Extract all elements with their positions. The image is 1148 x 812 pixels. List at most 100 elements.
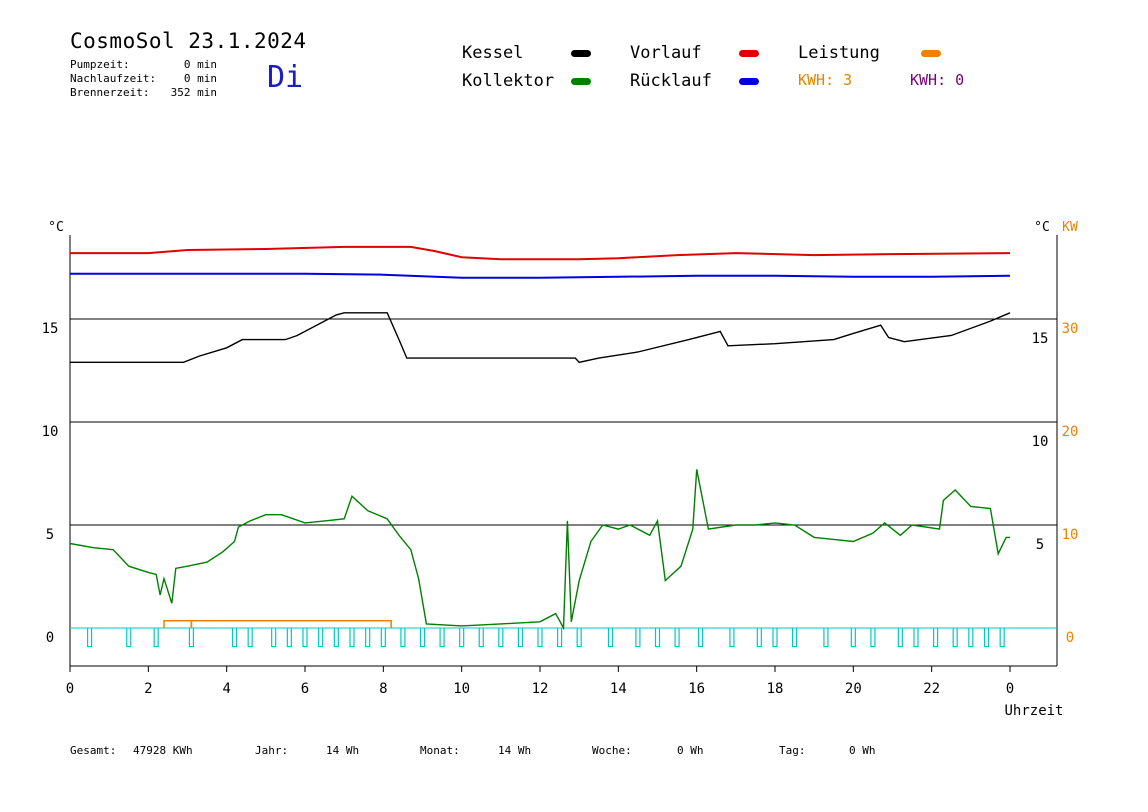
- legend-kollektor-label: Kollektor: [462, 71, 555, 91]
- pump-pulse: [729, 628, 735, 648]
- footer-monat-value: 14 Wh: [498, 744, 532, 757]
- pump-pulse: [983, 628, 990, 648]
- x-tick-label: 18: [767, 681, 784, 697]
- pump-pulse: [400, 628, 406, 648]
- pump-pulse: [439, 628, 445, 648]
- footer-woche-label: Woche:: [592, 744, 632, 757]
- pump-pulse: [380, 628, 386, 648]
- pump-pulse: [419, 628, 426, 648]
- page-title: CosmoSol 23.1.2024: [70, 29, 307, 53]
- x-tick-label: 4: [222, 681, 230, 697]
- pump-pulse: [302, 628, 308, 648]
- x-tick-label: 0: [66, 681, 74, 697]
- stat-pumpzeit-value: 0 min: [183, 58, 217, 71]
- pump-pulse: [870, 628, 876, 648]
- x-tick-label: 22: [923, 681, 940, 697]
- pump-pulse: [126, 628, 132, 648]
- y-mid-tick-label: 10: [1032, 434, 1049, 450]
- pump-pulse: [498, 628, 504, 648]
- pump-pulse: [231, 628, 238, 648]
- x-tick-label: 2: [144, 681, 152, 697]
- y-right-tick-label: 0: [1066, 630, 1074, 646]
- kwh-purple: KWH: 0: [910, 71, 965, 89]
- legend-kessel-label: Kessel: [462, 43, 524, 63]
- pump-pulse: [318, 628, 324, 648]
- x-tick-label: 20: [845, 681, 862, 697]
- x-axis-title: Uhrzeit: [1004, 703, 1063, 719]
- footer-monat-label: Monat:: [420, 744, 460, 757]
- pump-pulse: [952, 628, 958, 648]
- pump-pulse: [635, 628, 641, 648]
- legend-ruecklauf-label: Rücklauf: [630, 71, 712, 91]
- pump-pulse: [537, 628, 543, 648]
- pump-pulse: [850, 628, 856, 648]
- pump-pulse: [772, 628, 778, 648]
- footer-gesamt-label: Gesamt:: [70, 744, 117, 757]
- pump-pulse: [823, 628, 829, 648]
- pump-pulse: [791, 628, 798, 648]
- pump-pulse: [607, 628, 614, 648]
- pump-pulse: [478, 628, 484, 648]
- y-right-unit: KW: [1062, 220, 1078, 235]
- pump-pulse: [756, 628, 762, 648]
- x-tick-label: 16: [688, 681, 705, 697]
- y-mid-unit: °C: [1034, 220, 1050, 235]
- kwh-orange: KWH: 3: [798, 71, 853, 89]
- pump-pulse: [654, 628, 661, 648]
- stat-nachlaufzeit-value: 0 min: [183, 72, 217, 85]
- x-tick-label: 10: [453, 681, 470, 697]
- pump-pulse: [188, 628, 195, 648]
- y-right-tick-label: 10: [1062, 527, 1079, 543]
- pump-pulse: [968, 628, 974, 648]
- pump-pulse: [86, 628, 93, 648]
- stat-brennerzeit-value: 352 min: [170, 86, 217, 99]
- pump-pulse: [365, 628, 371, 648]
- series-kollektor: [69, 469, 1010, 631]
- pump-pulse: [153, 628, 159, 648]
- y-mid-tick-label: 15: [1032, 331, 1049, 347]
- pump-pulse: [556, 628, 563, 648]
- y-mid-tick-label: 5: [1036, 537, 1044, 553]
- legend-kessel-swatch: [571, 50, 591, 57]
- series-rücklauf: [70, 272, 1011, 279]
- pump-pulse: [333, 628, 339, 648]
- footer-woche-value: 0 Wh: [677, 744, 704, 757]
- footer-tag-value: 0 Wh: [849, 744, 876, 757]
- series-vorlauf: [70, 245, 1011, 261]
- y-left-unit: °C: [48, 220, 64, 235]
- legend-ruecklauf-swatch: [739, 78, 759, 85]
- legend-vorlauf-label: Vorlauf: [630, 43, 702, 63]
- legend-leistung-swatch: [921, 50, 941, 57]
- y-left-tick-label: 10: [42, 424, 59, 440]
- day-label: Di: [267, 60, 304, 95]
- pump-pulse: [674, 628, 680, 648]
- y-right-tick-label: 20: [1062, 424, 1079, 440]
- pump-pulse: [247, 628, 253, 648]
- series-kessel: [70, 312, 1011, 364]
- leistung-line: [190, 620, 392, 628]
- pump-pulse: [286, 628, 292, 648]
- pump-pulse: [517, 628, 524, 648]
- x-tick-label: 12: [532, 681, 549, 697]
- pump-pulse: [932, 628, 939, 648]
- pump-pulse: [913, 628, 919, 648]
- leistung-line: [163, 620, 193, 628]
- footer-jahr-value: 14 Wh: [326, 744, 360, 757]
- stat-pumpzeit-label: Pumpzeit:: [70, 58, 130, 71]
- footer-jahr-label: Jahr:: [255, 744, 289, 757]
- y-left-tick-label: 0: [46, 630, 54, 646]
- y-right-tick-label: 30: [1062, 321, 1079, 337]
- pump-pulse: [697, 628, 704, 648]
- y-left-tick-label: 5: [46, 527, 54, 543]
- x-tick-label: 14: [610, 681, 627, 697]
- legend-leistung-label: Leistung: [798, 43, 880, 63]
- x-tick-label: 0: [1006, 681, 1014, 697]
- x-tick-label: 8: [379, 681, 387, 697]
- pump-pulse: [271, 628, 277, 648]
- pump-pulse: [459, 628, 465, 648]
- pump-pulse: [349, 628, 355, 648]
- stat-brennerzeit-label: Brennerzeit:: [70, 86, 150, 99]
- legend-vorlauf-swatch: [739, 50, 759, 57]
- pump-pulse: [999, 628, 1005, 648]
